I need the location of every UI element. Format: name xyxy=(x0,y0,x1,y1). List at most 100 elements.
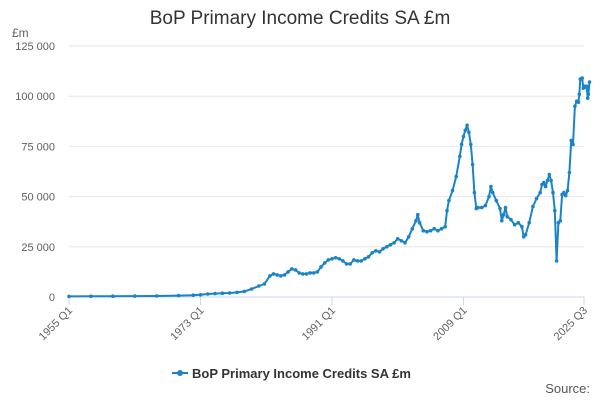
data-point[interactable] xyxy=(377,250,382,254)
data-point[interactable] xyxy=(410,226,415,231)
data-point[interactable] xyxy=(545,178,550,183)
data-point[interactable] xyxy=(584,84,589,88)
data-point[interactable] xyxy=(176,293,181,298)
data-point[interactable] xyxy=(330,257,334,261)
data-point[interactable] xyxy=(586,92,591,96)
data-point[interactable] xyxy=(551,190,555,195)
data-point[interactable] xyxy=(571,142,575,147)
data-point[interactable] xyxy=(132,294,137,298)
data-point[interactable] xyxy=(392,241,396,245)
data-point[interactable] xyxy=(301,272,305,276)
data-point[interactable] xyxy=(585,96,590,100)
data-point[interactable] xyxy=(406,235,411,239)
data-point[interactable] xyxy=(315,270,320,274)
data-point[interactable] xyxy=(363,257,367,261)
data-point[interactable] xyxy=(527,220,531,225)
data-point[interactable] xyxy=(286,270,290,274)
data-point[interactable] xyxy=(326,258,331,262)
data-point[interactable] xyxy=(432,226,437,231)
data-point[interactable] xyxy=(516,220,521,225)
data-point[interactable] xyxy=(395,237,400,241)
data-point[interactable] xyxy=(587,80,592,84)
data-point[interactable] xyxy=(501,212,506,217)
data-point[interactable] xyxy=(355,259,360,263)
data-point[interactable] xyxy=(512,222,517,227)
data-point[interactable] xyxy=(465,123,469,128)
data-point[interactable] xyxy=(447,198,451,203)
data-point[interactable] xyxy=(479,205,484,210)
data-point[interactable] xyxy=(344,262,349,266)
data-point[interactable] xyxy=(311,271,316,275)
data-point[interactable] xyxy=(198,293,203,297)
data-point[interactable] xyxy=(416,212,420,217)
data-point[interactable] xyxy=(523,233,528,237)
data-point[interactable] xyxy=(428,228,433,233)
data-point[interactable] xyxy=(282,273,287,277)
data-point[interactable] xyxy=(443,224,448,229)
data-point[interactable] xyxy=(439,226,444,231)
data-point[interactable] xyxy=(399,239,404,243)
data-point[interactable] xyxy=(67,294,71,299)
data-point[interactable] xyxy=(279,274,283,278)
data-point[interactable] xyxy=(111,294,115,299)
data-point[interactable] xyxy=(476,205,480,210)
data-point[interactable] xyxy=(304,272,309,276)
data-point[interactable] xyxy=(469,142,473,147)
data-point[interactable] xyxy=(467,130,471,135)
data-point[interactable] xyxy=(549,178,553,183)
data-point[interactable] xyxy=(308,271,312,275)
data-point[interactable] xyxy=(359,259,364,263)
data-point[interactable] xyxy=(381,247,385,251)
data-point[interactable] xyxy=(319,265,323,269)
data-point[interactable] xyxy=(293,268,298,272)
data-point[interactable] xyxy=(520,224,524,229)
data-point[interactable] xyxy=(542,180,546,185)
data-point[interactable] xyxy=(576,100,581,104)
data-point[interactable] xyxy=(565,188,570,193)
data-point[interactable] xyxy=(547,172,552,177)
data-point[interactable] xyxy=(290,267,294,271)
data-point[interactable] xyxy=(191,293,195,298)
data-point[interactable] xyxy=(531,204,535,209)
data-point[interactable] xyxy=(498,206,502,211)
data-point[interactable] xyxy=(487,194,491,199)
data-point[interactable] xyxy=(235,290,239,295)
data-point[interactable] xyxy=(414,218,418,223)
data-point[interactable] xyxy=(374,249,378,253)
data-point[interactable] xyxy=(553,208,557,213)
data-point[interactable] xyxy=(348,262,353,266)
data-point[interactable] xyxy=(490,190,495,195)
data-point[interactable] xyxy=(213,291,217,296)
data-point[interactable] xyxy=(249,287,254,291)
data-point[interactable] xyxy=(445,208,449,213)
data-point[interactable] xyxy=(257,284,261,288)
data-point[interactable] xyxy=(534,196,539,201)
data-point[interactable] xyxy=(543,184,548,189)
data-point[interactable] xyxy=(554,259,559,263)
data-point[interactable] xyxy=(459,142,464,147)
data-point[interactable] xyxy=(563,193,568,198)
data-point[interactable] xyxy=(509,217,513,222)
data-point[interactable] xyxy=(417,220,422,225)
data-point[interactable] xyxy=(220,291,225,296)
data-point[interactable] xyxy=(450,188,455,193)
data-point[interactable] xyxy=(472,190,477,195)
data-point[interactable] xyxy=(489,184,493,189)
data-point[interactable] xyxy=(494,198,499,203)
data-point[interactable] xyxy=(562,190,566,195)
data-point[interactable] xyxy=(483,203,488,208)
data-point[interactable] xyxy=(352,258,356,262)
data-point[interactable] xyxy=(322,261,327,265)
data-point[interactable] xyxy=(458,154,462,159)
data-point[interactable] xyxy=(388,243,393,247)
data-point[interactable] xyxy=(577,92,582,96)
data-point[interactable] xyxy=(463,128,468,133)
data-point[interactable] xyxy=(580,76,584,80)
data-point[interactable] xyxy=(421,228,426,233)
data-point[interactable] xyxy=(89,294,93,299)
data-point[interactable] xyxy=(500,218,504,223)
data-point[interactable] xyxy=(366,254,371,259)
data-point[interactable] xyxy=(503,205,508,210)
data-point[interactable] xyxy=(227,291,232,295)
data-point[interactable] xyxy=(333,255,338,260)
